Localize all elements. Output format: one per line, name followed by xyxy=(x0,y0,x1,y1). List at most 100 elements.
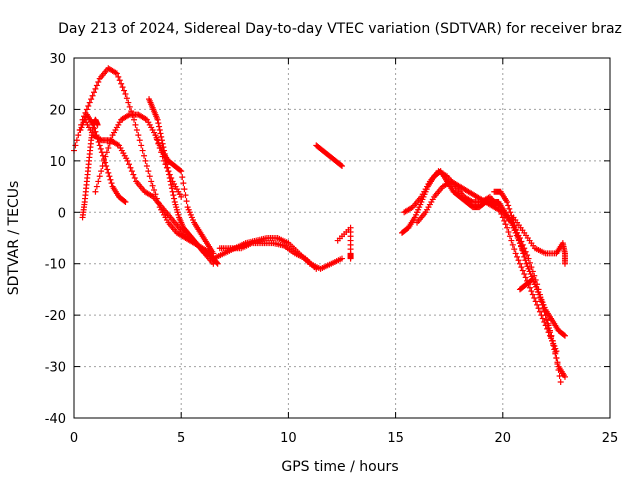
data-point xyxy=(127,164,134,171)
series-track-k xyxy=(334,224,354,262)
data-point xyxy=(214,260,221,267)
data-point xyxy=(313,265,320,272)
data-point xyxy=(511,246,518,253)
y-axis-label: SDTVAR / TECUs xyxy=(6,181,22,296)
data-point xyxy=(534,301,541,308)
series-track-h xyxy=(210,235,345,272)
data-point xyxy=(95,178,102,185)
data-point xyxy=(126,161,133,168)
data-point xyxy=(116,77,123,84)
data-point xyxy=(519,267,526,274)
data-point xyxy=(525,255,532,262)
data-point xyxy=(91,89,98,96)
data-point xyxy=(529,291,536,298)
data-point xyxy=(96,142,103,149)
data-points xyxy=(71,65,568,385)
data-point xyxy=(560,331,567,338)
data-point xyxy=(550,342,557,349)
data-point xyxy=(95,79,102,85)
data-point xyxy=(532,298,539,305)
data-point xyxy=(156,127,163,133)
data-point xyxy=(561,260,568,267)
data-point xyxy=(155,120,162,127)
data-point xyxy=(125,99,132,106)
data-point xyxy=(118,80,125,87)
data-point xyxy=(546,329,553,336)
data-point xyxy=(528,288,535,295)
series-track-j xyxy=(313,142,345,169)
data-point xyxy=(518,264,525,271)
series-track-n xyxy=(414,178,564,385)
data-point xyxy=(544,320,551,327)
data-point xyxy=(538,298,545,305)
data-point xyxy=(514,253,521,260)
data-point xyxy=(535,305,542,312)
data-point xyxy=(121,87,128,94)
data-point xyxy=(168,185,175,192)
y-tick-label: -20 xyxy=(45,309,66,324)
data-point xyxy=(509,241,516,248)
data-point xyxy=(164,164,171,171)
data-point xyxy=(541,308,548,315)
data-point xyxy=(522,257,529,264)
data-point xyxy=(537,295,544,301)
data-point xyxy=(97,145,104,152)
data-point xyxy=(93,82,100,89)
data-point xyxy=(104,166,111,173)
data-point xyxy=(89,92,96,99)
data-point xyxy=(557,379,564,385)
series-track-b xyxy=(77,111,129,205)
data-point xyxy=(339,163,345,169)
tick-layer: 0 5 10 15 20 25 -40 -30 -20 -10 0 10 20 30 xyxy=(45,52,619,446)
data-point xyxy=(553,355,560,361)
data-point xyxy=(130,171,137,178)
series-track-g xyxy=(152,132,217,257)
data-point xyxy=(105,169,112,176)
data-point xyxy=(179,174,186,181)
data-point xyxy=(148,178,155,185)
data-point xyxy=(507,209,514,216)
data-point xyxy=(108,180,115,187)
data-point xyxy=(92,188,99,195)
data-point xyxy=(552,350,559,357)
data-point xyxy=(167,178,174,185)
data-point xyxy=(123,95,130,102)
data-point xyxy=(178,168,185,175)
data-point xyxy=(105,145,112,151)
data-point xyxy=(337,162,344,169)
data-point xyxy=(554,359,561,366)
data-point xyxy=(83,106,90,113)
data-point xyxy=(139,147,146,154)
data-point xyxy=(183,198,190,205)
data-point xyxy=(106,173,113,180)
data-point xyxy=(501,217,508,224)
data-point xyxy=(138,142,145,149)
data-point xyxy=(99,163,106,169)
data-point xyxy=(103,149,110,156)
data-point xyxy=(101,157,108,164)
data-point xyxy=(92,85,99,92)
x-tick-label: 0 xyxy=(70,431,78,446)
data-point xyxy=(136,137,143,144)
x-tick-label: 20 xyxy=(495,431,512,446)
data-point xyxy=(121,198,128,205)
data-point xyxy=(539,301,546,308)
data-point xyxy=(133,127,140,133)
data-point xyxy=(72,142,79,149)
series-track-f xyxy=(146,96,221,267)
data-point xyxy=(561,332,568,339)
x-tick-label: 5 xyxy=(177,431,185,446)
series-track-p xyxy=(516,276,568,380)
data-point xyxy=(96,173,103,180)
data-point xyxy=(102,153,109,160)
data-point xyxy=(556,373,563,379)
data-point xyxy=(505,229,512,235)
x-tick-label: 25 xyxy=(602,431,619,446)
y-tick-label: -10 xyxy=(45,258,66,273)
data-point xyxy=(126,103,133,110)
data-point xyxy=(515,257,522,264)
data-point xyxy=(151,187,158,193)
data-point xyxy=(182,192,189,199)
data-point xyxy=(131,175,138,181)
